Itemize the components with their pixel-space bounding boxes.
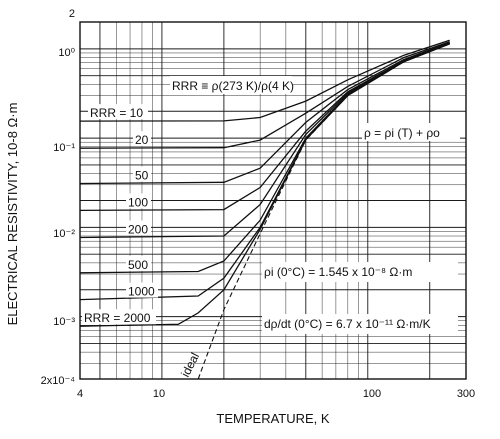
series-label-0: RRR = 10 <box>90 106 143 120</box>
drho-dt-annotation: dρ/dt (0°C) = 6.7 x 10⁻¹¹ Ω·m/K <box>264 317 431 331</box>
series-label-3: 100 <box>128 195 148 209</box>
plot-curves: RRR = 10 20 50 100 200 500 1000 RRR = 2000 <box>79 39 450 380</box>
plot-frame <box>79 21 467 380</box>
rho-0c-annotation: ρi (0°C) = 1.545 x 10⁻⁸ Ω·m <box>264 265 412 279</box>
y-axis-title: ELECTRICAL RESISTIVITY, 10-8 Ω·m <box>5 103 20 326</box>
ideal-curve <box>197 43 450 380</box>
rrr-definition: RRR ≡ ρ(273 K)/ρ(4 K) <box>172 79 294 93</box>
x-tick-300: 300 <box>457 388 475 400</box>
y-tick-1e-3: 10⁻³ <box>53 316 75 328</box>
x-tick-100: 100 <box>363 388 381 400</box>
series-curve-7 <box>79 43 450 327</box>
y-tick-1e0: 10⁰ <box>58 47 75 59</box>
ideal-label: ideal <box>178 350 202 379</box>
series-label-5: 500 <box>128 258 148 272</box>
series-label-7: RRR = 2000 <box>84 311 151 325</box>
y-tick-2e-4: 2x10⁻⁴ <box>41 375 76 387</box>
series-curve-2 <box>79 41 450 185</box>
series-label-4: 200 <box>128 223 148 237</box>
series-label-1: 20 <box>135 133 149 147</box>
resistivity-formula: ρ = ρi (T) + ρo <box>364 126 440 140</box>
series-label-6: 1000 <box>128 285 155 299</box>
x-tick-10: 10 <box>153 388 165 400</box>
x-tick-4: 4 <box>77 388 83 400</box>
x-axis-title: TEMPERATURE, K <box>216 411 329 426</box>
series-curve-0 <box>79 39 450 122</box>
series-curve-1 <box>79 41 450 149</box>
y-tick-1e-1: 10⁻¹ <box>53 142 75 154</box>
y-tick-2: 2 <box>69 8 75 20</box>
series-label-2: 50 <box>135 169 149 183</box>
y-tick-1e-2: 10⁻² <box>53 228 75 240</box>
